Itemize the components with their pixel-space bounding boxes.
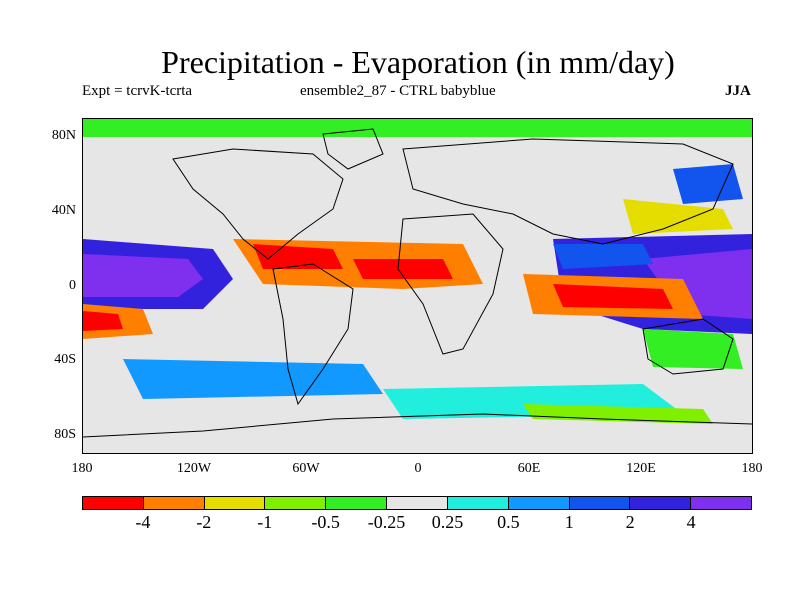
- spac-dry-core: [83, 311, 123, 331]
- south-indian-green: [523, 404, 713, 424]
- colorbar-label: -2: [196, 512, 212, 532]
- colorbar-label: 4: [686, 512, 696, 532]
- lat-tick-80s: 80S: [54, 427, 76, 442]
- africa-outline: [397, 213, 504, 355]
- colorbar-label: -0.5: [311, 512, 340, 532]
- lon-tick-180w: 180: [71, 461, 93, 476]
- field-blobs: [83, 119, 752, 424]
- colorbar-bin-6: [447, 497, 509, 509]
- colorbar-bin-9: [630, 497, 692, 509]
- colorbar-label: 1: [564, 512, 574, 532]
- colorbar-bin-1: [143, 497, 205, 509]
- ensemble-label: ensemble2_87 - CTRL babyblue: [300, 83, 496, 99]
- southern-ocean-blue: [123, 359, 383, 399]
- colorbar-bin-10: [691, 497, 751, 509]
- lat-tick-80n: 80N: [51, 128, 76, 143]
- lat-tick-0: 0: [69, 278, 76, 293]
- colorbar-bin-5: [387, 497, 448, 509]
- atlantic-dry-core: [253, 244, 343, 269]
- indian-dry-core: [553, 284, 673, 309]
- indian-wet: [553, 244, 653, 269]
- colorbar-bin-3: [265, 497, 327, 509]
- lon-tick-0: 0: [414, 461, 422, 476]
- wpac-wet-core: [643, 249, 752, 319]
- north-america-outline: [172, 148, 344, 260]
- coastlines: [83, 128, 752, 438]
- colorbar-bin-4: [326, 497, 388, 509]
- antarctica-outline: [83, 413, 752, 438]
- colorbar-label: 2: [625, 512, 635, 532]
- experiment-label: Expt = tcrvK-tcrta: [82, 83, 193, 99]
- eurasia-outline: [402, 138, 734, 245]
- colorbar-label: 0.5: [497, 512, 520, 532]
- colorbar-label: -4: [135, 512, 151, 532]
- colorbar-bin-8: [569, 497, 631, 509]
- lon-tick-120w: 120W: [176, 461, 212, 476]
- south-america-outline: [272, 263, 354, 406]
- season-label: JJA: [725, 83, 751, 99]
- lon-tick-180e: 180: [741, 461, 763, 476]
- lon-tick-60w: 60W: [292, 461, 320, 476]
- greenland-outline: [322, 128, 384, 170]
- colorbar-bin-0: [83, 497, 144, 509]
- npac-yellow: [623, 199, 733, 234]
- lat-tick-40n: 40N: [51, 203, 76, 218]
- australia-outline: [642, 318, 734, 375]
- lon-tick-60e: 60E: [517, 461, 541, 476]
- colorbar-bin-2: [204, 497, 266, 509]
- npac-storm: [673, 164, 743, 204]
- colorbar-label: 0.25: [431, 512, 464, 532]
- chart-title: Precipitation - Evaporation (in mm/day): [161, 44, 675, 80]
- lon-tick-120e: 120E: [626, 461, 656, 476]
- pacific-wet-core: [83, 254, 203, 297]
- australia-green: [643, 329, 743, 369]
- atlantic-dry-core-2: [353, 259, 453, 279]
- nh-green-band: [83, 119, 752, 137]
- lat-tick-40s: 40S: [54, 352, 76, 367]
- colorbar-label: -0.25: [367, 512, 406, 532]
- colorbar-label: -1: [257, 512, 273, 532]
- colorbar-bin-7: [508, 497, 570, 509]
- map-panel[interactable]: [82, 118, 753, 454]
- map-svg: [83, 119, 752, 438]
- colorbar: [82, 496, 752, 510]
